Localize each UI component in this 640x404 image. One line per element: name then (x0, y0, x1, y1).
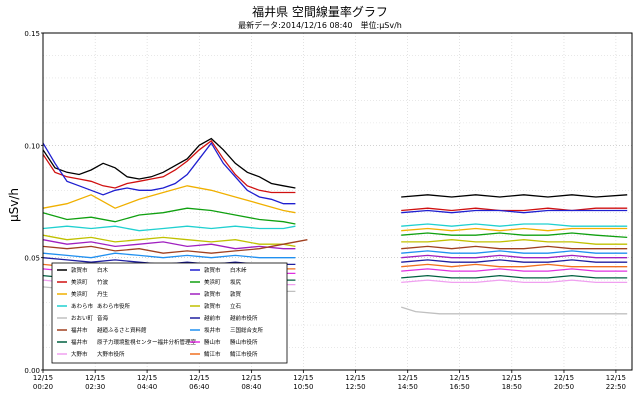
series-line-right (401, 268, 628, 272)
series-line-left (42, 185, 296, 214)
legend-place: 大野市役所 (97, 350, 125, 358)
series-line-left (42, 252, 296, 259)
chart-subtitle: 最新データ:2014/12/16 08:40 単位:μSv/h (238, 20, 402, 30)
series-line-right (401, 274, 628, 279)
series-line-left (42, 234, 296, 248)
x-tick-label-date: 12/15 (189, 374, 209, 382)
chart-title: 福井県 空間線量率グラフ (252, 4, 388, 19)
legend-place: 白木 (97, 266, 109, 274)
series-line-right (401, 207, 628, 212)
legend-city: おおい町 (71, 315, 94, 322)
legend-place: 丹生 (97, 290, 109, 298)
x-tick-label-time: 16:50 (450, 383, 470, 391)
legend-city: 美浜町 (204, 278, 221, 286)
legend-city: 大野市 (71, 350, 88, 358)
plot-border (42, 32, 633, 371)
series-line-right (401, 245, 628, 250)
y-tick-label: 0.10 (24, 142, 40, 150)
legend-place: 竹波 (97, 278, 109, 286)
y-tick-label: 0.05 (24, 255, 40, 263)
legend-place: 越廼ふるさと資料館 (97, 326, 147, 334)
legend-city: 敦賀市 (204, 266, 221, 274)
x-tick-label-time: 00:20 (33, 383, 53, 391)
x-tick-label-date: 12/15 (33, 374, 53, 382)
x-tick-label-time: 06:40 (189, 383, 209, 391)
legend-place: 坂尻 (230, 278, 242, 286)
x-tick-label-time: 18:50 (502, 383, 522, 391)
series-line-left (42, 207, 296, 225)
legend-place: 敦賀 (230, 290, 242, 298)
series-line-left (42, 137, 296, 189)
series-line-left (42, 239, 308, 254)
x-tick-label-date: 12/15 (450, 374, 470, 382)
legend-place: 白木峠 (230, 266, 247, 274)
series-line-left (42, 239, 296, 250)
legend-place: 越前市役所 (230, 314, 258, 322)
x-tick-label-time: 04:40 (137, 383, 157, 391)
legend-place: 立石 (230, 302, 242, 310)
series-line-left (42, 139, 296, 194)
legend-city: 敦賀市 (204, 290, 221, 298)
legend-city: 越前市 (204, 314, 221, 322)
series-line-right (401, 239, 628, 245)
x-tick-label-date: 12/15 (345, 374, 365, 382)
y-tick-label: 0.00 (24, 367, 40, 375)
x-tick-label-date: 12/15 (293, 374, 313, 382)
grid (42, 33, 632, 370)
series-line-right (401, 232, 628, 239)
x-tick-label-date: 12/15 (554, 374, 574, 382)
legend-city: 敦賀市 (204, 302, 221, 310)
x-tick-label-time: 08:40 (241, 383, 261, 391)
legend-place: 音海 (97, 314, 109, 322)
series-line-left (42, 141, 296, 205)
series-line-right (401, 223, 628, 227)
legend-place: あわら市役所 (97, 302, 131, 310)
legend-city: 敦賀市 (71, 266, 88, 274)
legend-city: 坂井市 (204, 326, 221, 334)
legend-city: 福井市 (71, 326, 88, 334)
x-tick-label-date: 12/15 (85, 374, 105, 382)
series-line-right (401, 306, 628, 315)
series-line-right (401, 250, 628, 254)
legend-city: 福井市 (71, 338, 88, 346)
legend-place: 鯖江市役所 (230, 350, 258, 358)
x-tick-label-time: 12:50 (345, 383, 365, 391)
legend-place: 勝山市役所 (230, 338, 258, 346)
x-tick-label-time: 20:50 (554, 383, 574, 391)
x-tick-label-time: 02:30 (85, 383, 105, 391)
legend-city: 鯖江市 (204, 350, 221, 358)
legend-place: 原子力環境監視センター福井分析管理室 (97, 338, 197, 346)
series-line-left (42, 225, 296, 232)
series-line-right (401, 254, 628, 259)
x-tick-label-time: 22:50 (606, 383, 626, 391)
x-tick-label-time: 14:50 (398, 383, 418, 391)
series-line-right (401, 263, 628, 268)
y-tick-label: 0.15 (24, 30, 40, 38)
series-line-right (401, 227, 628, 232)
legend-city: 美浜町 (71, 278, 88, 286)
x-tick-label-date: 12/15 (137, 374, 157, 382)
x-tick-label-date: 12/15 (606, 374, 626, 382)
series-line-right (401, 279, 628, 284)
x-tick-label-date: 12/15 (502, 374, 522, 382)
series-line-right (401, 194, 628, 198)
series-line-right (401, 259, 628, 263)
series-line-right (401, 209, 628, 214)
legend-city: 勝山市 (204, 338, 221, 346)
axes: 0.000.050.100.1512/1500:2012/1502:3012/1… (24, 30, 633, 391)
legend-city: 美浜町 (71, 290, 88, 298)
x-tick-label-time: 10:50 (293, 383, 313, 391)
legend-city: あわら市 (71, 302, 94, 310)
x-tick-label-date: 12/15 (241, 374, 261, 382)
legend-place: 三国総合支所 (230, 326, 264, 334)
x-tick-label-date: 12/15 (398, 374, 418, 382)
y-axis-label: μSv/h (7, 188, 21, 222)
legend-box (51, 262, 288, 364)
